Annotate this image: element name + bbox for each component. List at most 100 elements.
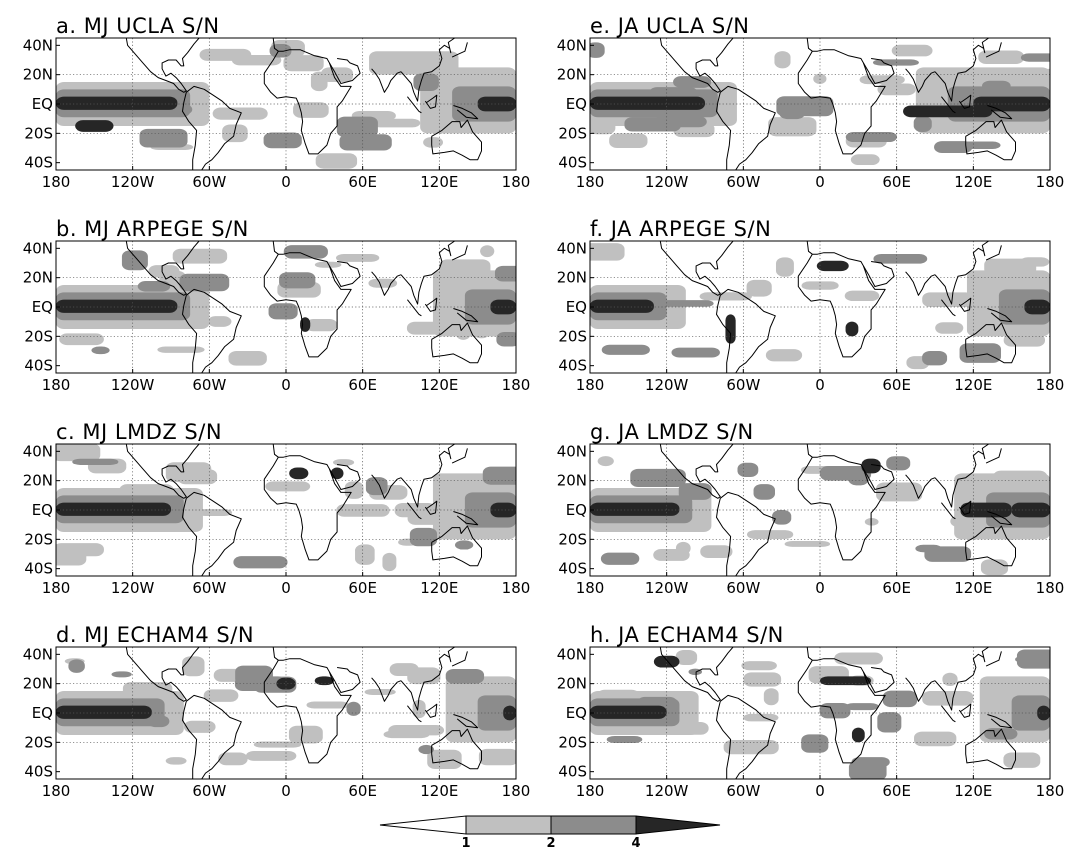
sn-shading — [56, 444, 516, 572]
map-plot: 180 120W 60W 0 60E 120E 180 40N 20N EQ 20S 40S — [557, 239, 1065, 394]
x-tick-label: 180 — [502, 782, 531, 800]
sn-contour-region — [886, 456, 911, 471]
x-tick-label: 180 — [502, 579, 531, 597]
coastline — [987, 511, 1013, 526]
coastline — [985, 42, 1002, 58]
sn-contour-region — [609, 133, 648, 148]
coastline — [941, 96, 956, 114]
sn-contour-region — [688, 668, 702, 676]
sn-contour-region — [436, 73, 455, 88]
sn-contour-region — [346, 701, 361, 716]
sn-contour-region — [653, 116, 707, 128]
coastline — [797, 444, 886, 561]
sn-contour-region — [478, 748, 516, 766]
sn-contour-region — [959, 343, 1002, 363]
coastline — [958, 703, 972, 718]
sn-contour-region — [427, 749, 462, 770]
x-tick-label: 180 — [42, 579, 71, 597]
y-tick-label: 40N — [23, 645, 53, 663]
x-tick-label: 180 — [502, 376, 531, 394]
coastline — [659, 38, 734, 93]
coastline — [182, 694, 242, 779]
sn-contour-region — [183, 720, 216, 733]
coastline — [125, 241, 200, 296]
gridlines — [56, 38, 516, 170]
coastline — [797, 647, 886, 764]
coastline — [941, 299, 956, 317]
coastline — [659, 444, 734, 499]
sn-contour-region — [122, 682, 173, 698]
x-tick-label: 120W — [645, 579, 689, 597]
sn-contour-region — [315, 153, 358, 169]
coastline — [965, 119, 1016, 161]
sn-contour-region — [700, 545, 733, 559]
sn-contour-region — [111, 671, 132, 678]
coastline — [451, 651, 468, 667]
coastline — [934, 241, 989, 305]
sn-contour-region — [590, 42, 605, 58]
y-tick-label: EQ — [32, 298, 53, 316]
coastline — [797, 241, 886, 358]
sn-contour-region — [368, 278, 398, 288]
y-tick-label: 40S — [558, 560, 587, 578]
sn-contour-region — [137, 281, 171, 292]
x-tick-label: 180 — [1036, 376, 1065, 394]
y-tick-label: 40S — [558, 154, 587, 172]
colorbar-label: 1 — [461, 836, 470, 849]
sn-contour-region — [233, 556, 288, 569]
sn-contour-region — [877, 712, 902, 733]
map-plot: 180 120W 60W 0 60E 120E 180 40N 20N EQ 20S 40S — [557, 36, 1065, 191]
sn-contour-region — [409, 527, 438, 547]
sn-contour-region — [157, 346, 205, 353]
x-tick-label: 120W — [111, 579, 155, 597]
y-tick-label: 40N — [23, 239, 53, 257]
coastline — [987, 105, 1013, 120]
sn-contour-region — [263, 132, 302, 149]
coastline — [659, 241, 734, 296]
x-tick-label: 0 — [281, 173, 291, 191]
coastline — [400, 647, 455, 711]
coastline — [400, 444, 455, 508]
x-tick-label: 60E — [348, 579, 377, 597]
panel-title: f. JA ARPEGE S/N — [590, 217, 771, 241]
panel-title: g. JA LMDZ S/N — [590, 420, 754, 444]
sn-contour-region — [310, 71, 328, 92]
sn-contour-region — [1020, 53, 1050, 62]
sn-contour-region — [914, 731, 957, 747]
coastline — [407, 96, 422, 114]
coastline — [453, 105, 479, 120]
coastlines — [125, 647, 482, 779]
sn-contour-region — [165, 757, 187, 765]
x-tick-label: 120W — [111, 173, 155, 191]
coastline — [451, 448, 468, 464]
sn-contour-region — [218, 752, 248, 766]
sn-contour-region — [355, 544, 375, 565]
y-tick-label: 20S — [24, 327, 53, 345]
sn-contour-region — [333, 459, 355, 466]
coastline — [371, 68, 402, 93]
coastline — [716, 288, 776, 373]
sn-contour-region — [737, 462, 759, 477]
y-tick-label: 40N — [23, 442, 53, 460]
coastline — [965, 728, 1016, 770]
coastlines — [659, 444, 1016, 576]
sn-contour-region — [165, 462, 212, 483]
coastline — [905, 271, 936, 296]
sn-contour-region — [747, 530, 794, 539]
y-tick-label: 20N — [557, 66, 587, 84]
sn-contour-region — [848, 469, 869, 486]
sn-contour-region — [590, 502, 680, 516]
y-tick-label: 40N — [557, 239, 587, 257]
coastline — [371, 271, 402, 296]
x-tick-label: 60W — [726, 782, 760, 800]
y-tick-label: 20S — [24, 530, 53, 548]
coastline — [424, 500, 438, 515]
y-tick-label: EQ — [566, 501, 587, 519]
sn-contour-region — [820, 676, 872, 686]
coastline — [453, 308, 479, 323]
sn-contour-region — [590, 115, 616, 135]
panel-title: h. JA ECHAM4 S/N — [590, 623, 784, 647]
sn-contour-region — [56, 444, 101, 462]
sn-contour-region — [147, 715, 170, 728]
